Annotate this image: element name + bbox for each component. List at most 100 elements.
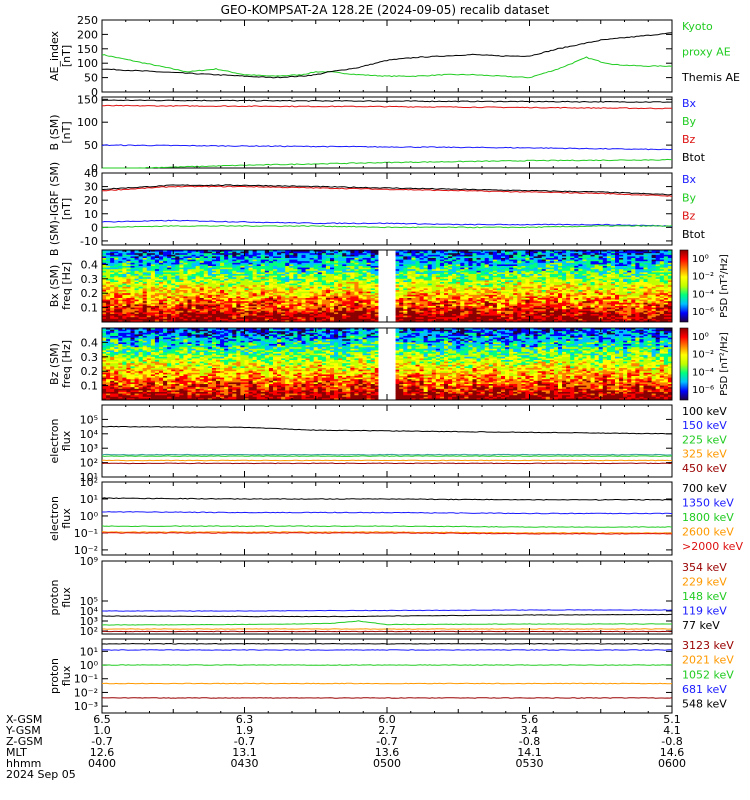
spectrogram-cell [191,264,197,267]
spectrogram-cell [264,301,270,304]
spectrogram-cell [285,318,290,321]
spectrogram-cell [407,318,412,321]
spectrogram-cell [134,314,140,316]
spectrogram-cell [146,294,152,297]
spectrogram-cell [191,306,197,308]
spectrogram-cell [289,288,294,291]
spectrogram-cell [228,280,233,283]
spectrogram-cell [325,253,331,256]
spectrogram-cell [395,259,400,262]
spectrogram-cell [321,272,327,275]
spectrogram-cell [118,261,123,264]
spectrogram-cell [273,290,278,292]
spectrogram-cell [517,314,522,316]
spectrogram-cell [248,310,254,313]
spectrogram-cell [236,315,241,318]
spectrogram-cell [114,250,119,252]
spectrogram-cell [362,293,368,296]
spectrogram-cell [309,280,315,283]
spectrogram-cell [268,285,274,288]
spectrogram-cell [342,286,347,289]
spectrogram-cell [110,262,115,265]
spectrogram-cell [244,315,249,318]
spectrogram-cell [273,309,278,312]
spectrogram-cell [224,262,229,265]
spectrogram-cell [431,261,437,264]
spectrogram-cell [480,304,486,307]
spectrogram-cell [309,291,315,294]
spectrogram-cell [537,253,543,256]
spectrogram-cell [159,290,164,292]
spectrogram-cell [545,282,551,284]
spectrogram-cell [517,301,522,304]
spectrogram-cell [317,318,323,321]
spectrogram-cell [444,318,449,321]
spectrogram-cell [183,291,188,294]
spectrogram-cell [452,293,457,296]
spectrogram-cell [403,314,408,316]
spectrogram-cell [240,306,245,308]
spectrogram-cell [444,302,449,305]
spectrogram-cell [354,283,359,286]
spectrogram-cell [330,282,335,284]
spectrogram-cell [399,282,404,284]
spectrogram-cell [317,309,323,312]
spectrogram-cell [330,290,335,292]
spectrogram-cell [232,293,237,296]
spectrogram-cell [106,309,111,312]
spectrogram-cell [256,253,262,256]
spectrogram-cell [321,283,327,286]
spectrogram-cell [179,301,184,304]
spectrogram-cell [285,266,290,268]
spectrogram-cell [321,293,327,296]
spectrogram-cell [211,283,217,286]
spectrogram-cell [150,291,156,294]
spectrogram-cell [509,304,514,307]
legend-entry: Bx [682,97,697,110]
series-line [101,185,673,197]
spectrogram-cell [264,267,270,270]
spectrogram-cell [305,269,311,272]
spectrogram-cell [289,294,294,297]
spectrogram-cell [537,285,543,288]
spectrogram-cell [220,304,225,307]
spectrogram-cell [415,256,420,259]
spectrogram-cell [350,309,355,312]
spectrogram-cell [480,253,486,256]
spectrogram-cell [228,309,233,312]
spectrogram-cell [468,259,473,262]
spectrogram-cell [488,288,494,291]
spectrogram-cell [407,298,412,300]
spectrogram-cell [419,277,425,280]
spectrogram-cell [171,269,176,272]
spectrogram-cell [232,304,237,307]
spectrogram-cell [171,253,176,256]
spectrogram-cell [273,296,278,299]
spectrogram-cell [362,256,368,259]
spectrogram-cell [195,291,201,294]
spectrogram-cell [358,320,363,323]
spectrogram-cell [191,290,197,292]
spectrogram-cell [240,283,245,286]
spectrogram-cell [517,302,522,305]
spectrogram-cell [537,290,543,292]
spectrogram-cell [150,318,156,321]
spectrogram-cell [313,264,319,267]
spectrogram-cell [183,312,188,315]
spectrogram-cell [171,314,176,316]
spectrogram-cell [403,307,408,310]
spectrogram-cell [317,294,323,297]
spectrogram-cell [370,298,376,300]
spectrogram-cell [537,258,543,260]
spectrogram-cell [411,293,416,296]
spectrogram-cell [533,277,539,280]
spectrogram-cell [501,304,506,307]
spectrogram-cell [456,307,461,310]
spectrogram-cell [460,293,465,296]
spectrogram-cell [354,291,359,294]
spectrogram-cell [268,253,274,256]
spectrogram-cell [264,256,270,259]
spectrogram-cell [533,283,539,286]
spectrogram-cell [102,256,107,259]
spectrogram-cell [541,298,547,300]
